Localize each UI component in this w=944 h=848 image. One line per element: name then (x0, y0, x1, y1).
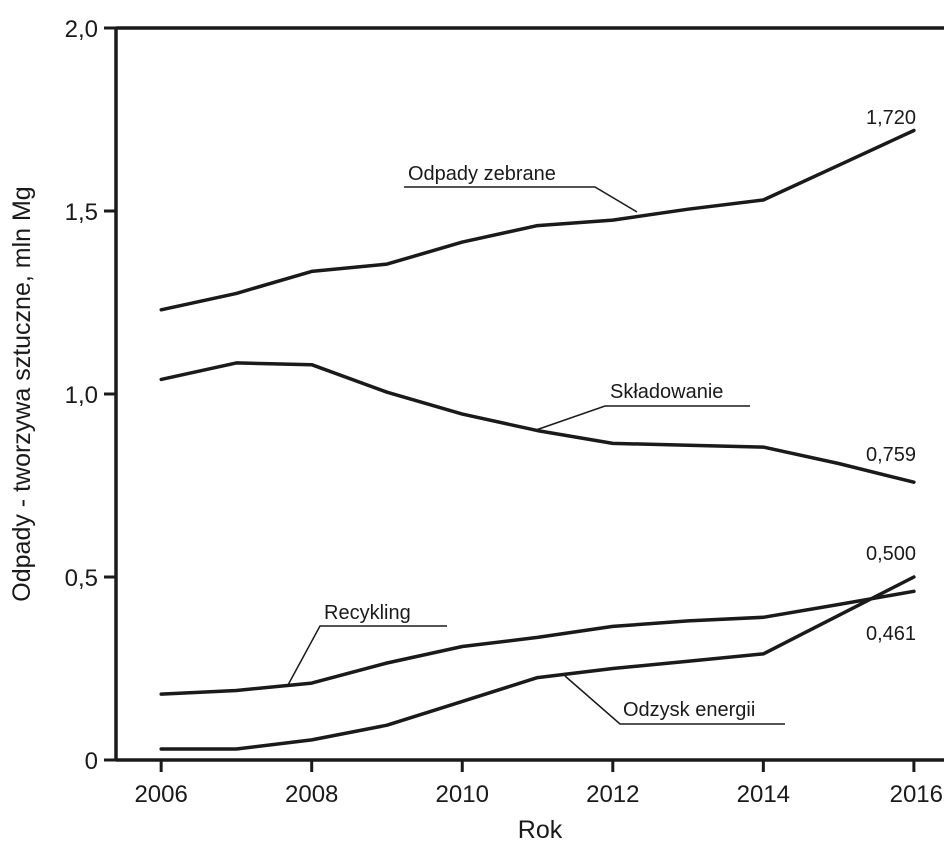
x-tick-label: 2016 (890, 781, 943, 808)
label-recykling: Recykling (287, 602, 447, 686)
x-ticks: 2006 2008 2010 2012 2014 2016 (134, 760, 943, 808)
series-line-odzysk-energii (159, 575, 916, 751)
x-axis-title: Rok (518, 816, 563, 844)
y-tick-label: 1,5 (65, 199, 98, 226)
x-tick-label: 2010 (436, 781, 489, 808)
leader-recykling (287, 625, 447, 686)
axes (114, 26, 944, 762)
end-value-odpady-zebrane: 1,720 (866, 107, 916, 129)
leader-odzysk-energii (564, 675, 785, 725)
end-value-odzysk-energii: 0,500 (866, 543, 916, 565)
y-tick-label: 2,0 (65, 16, 98, 43)
label-odzysk-energii: Odzysk energii (564, 675, 785, 725)
x-tick-label: 2006 (134, 781, 187, 808)
leader-odpady-zebrane (404, 186, 638, 213)
end-value-skladowanie: 0,759 (866, 444, 916, 466)
series-line-odpady-zebrane (159, 128, 916, 312)
series-label-skladowanie: Składowanie (610, 381, 723, 403)
series-line-skladowanie (159, 361, 916, 484)
y-tick-label: 0,5 (65, 565, 98, 592)
leader-skladowanie (535, 405, 750, 431)
x-tick-label: 2014 (737, 781, 790, 808)
series-label-odzysk-energii: Odzysk energii (623, 699, 755, 721)
x-tick-label: 2012 (586, 781, 639, 808)
series-line-recykling (159, 589, 916, 696)
y-ticks: 0 0,5 1,0 1,5 2,0 (65, 16, 116, 775)
end-value-recykling: 0,461 (866, 623, 916, 645)
series-label-recykling: Recykling (324, 602, 411, 624)
label-odpady-zebrane: Odpady zebrane (404, 163, 638, 213)
series-lines (159, 128, 916, 751)
y-tick-label: 0 (85, 748, 98, 775)
label-skladowanie: Składowanie (535, 381, 750, 431)
series-label-odpady-zebrane: Odpady zebrane (408, 163, 556, 185)
y-axis-title: Odpady - tworzywa sztuczne, mln Mg (8, 186, 36, 601)
x-tick-label: 2008 (285, 781, 338, 808)
y-tick-label: 1,0 (65, 382, 98, 409)
